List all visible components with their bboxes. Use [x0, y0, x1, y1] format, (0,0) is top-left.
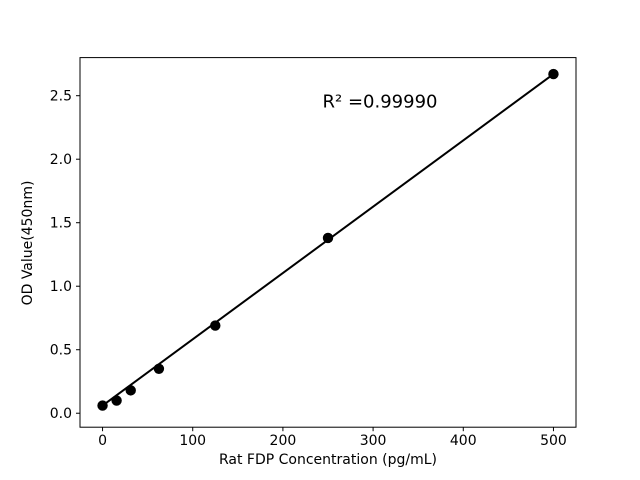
x-tick-label: 400	[450, 433, 477, 449]
y-tick-label: 0.0	[50, 406, 72, 422]
y-tick-label: 2.0	[50, 152, 72, 168]
axes-frame	[79, 57, 577, 428]
y-tick-label: 1.5	[50, 216, 72, 232]
x-tick-label: 300	[360, 433, 387, 449]
x-tick-label: 200	[270, 433, 297, 449]
x-tick-label: 0	[98, 433, 107, 449]
y-axis-label: OD Value(450nm)	[20, 180, 36, 306]
x-tick-label: 100	[179, 433, 206, 449]
y-tick-label: 1.0	[50, 279, 72, 295]
y-tick-label: 0.5	[50, 343, 72, 359]
data-point	[97, 400, 108, 411]
x-axis-label: Rat FDP Concentration (pg/mL)	[218, 452, 437, 468]
y-tick-label: 2.5	[50, 89, 72, 105]
data-point	[210, 320, 221, 331]
data-point	[548, 68, 559, 80]
data-point	[153, 363, 165, 374]
data-point	[125, 385, 136, 396]
data-point	[322, 232, 334, 244]
r-squared-annotation: R² =0.99990	[322, 91, 438, 113]
x-tick-label: 500	[540, 433, 567, 449]
data-point	[111, 395, 122, 406]
